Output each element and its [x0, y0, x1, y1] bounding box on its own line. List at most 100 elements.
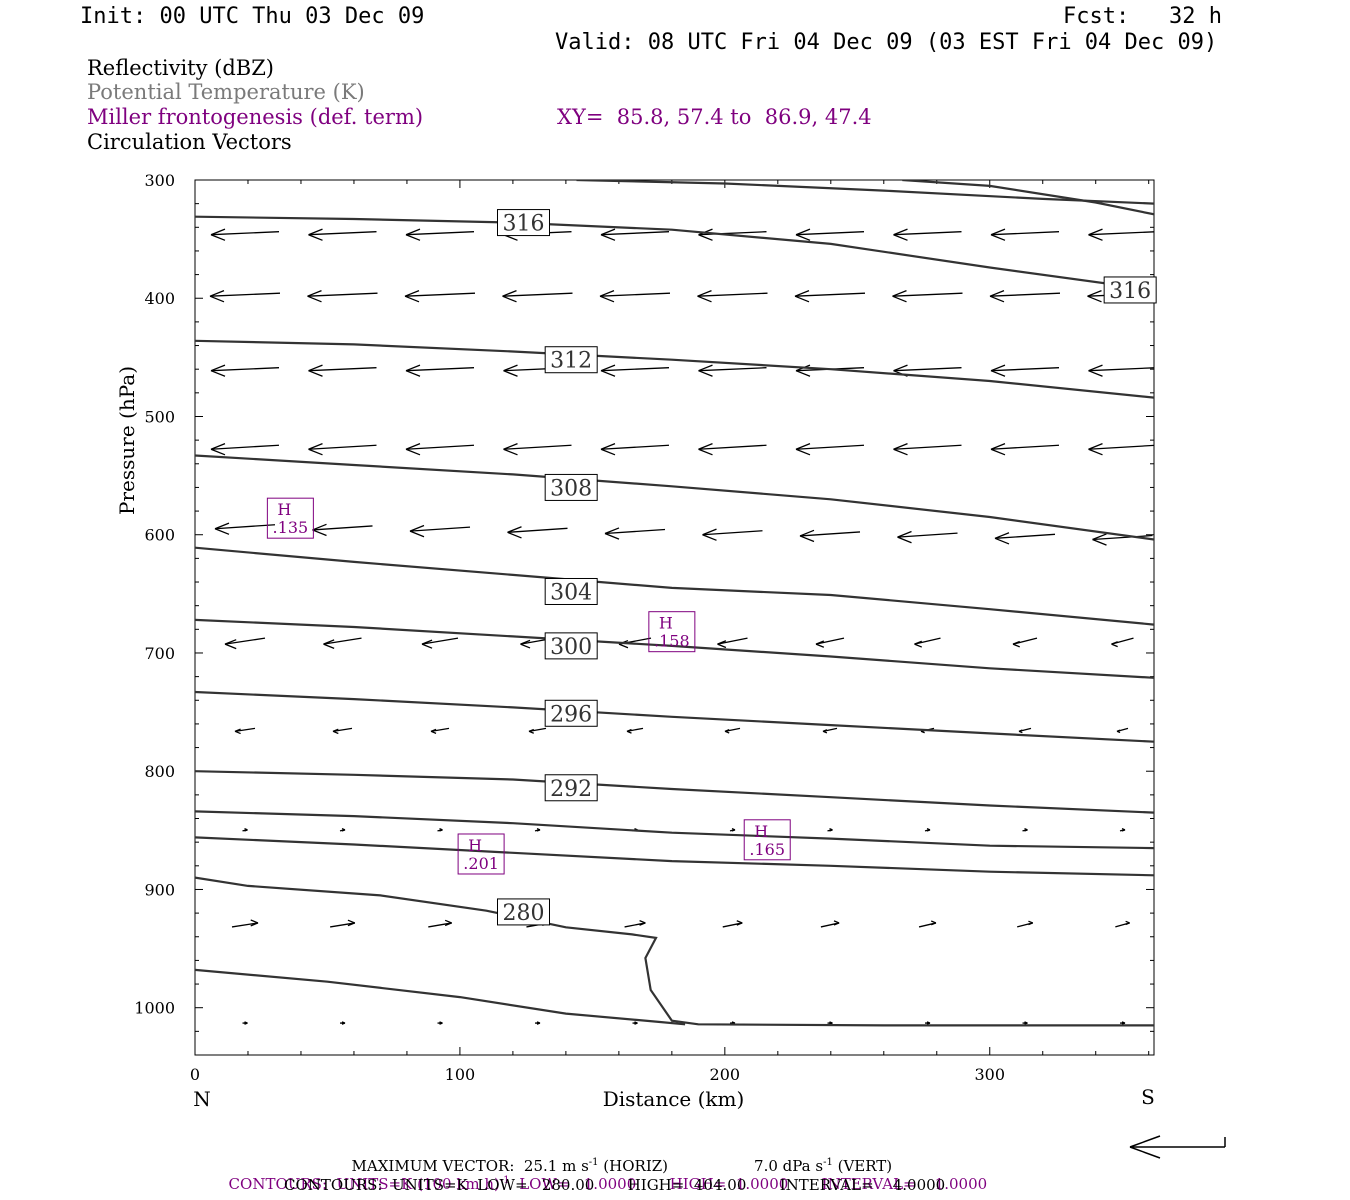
circulation-vector	[210, 364, 280, 377]
y-tick-label: 300	[144, 171, 175, 190]
isentrope-label: 316	[496, 209, 550, 237]
circulation-vector	[632, 1021, 638, 1025]
footer-contours-theta: CONTOURS: UNITS=K LOW= 280.00 HIGH= 404.…	[284, 1176, 946, 1194]
circulation-vector	[308, 443, 377, 456]
circulation-vector	[822, 727, 838, 734]
y-tick-label: 800	[144, 762, 175, 781]
circulation-vector	[1119, 828, 1126, 832]
svg-text:H: H	[468, 836, 482, 855]
frontogenesis-max: H.158	[648, 611, 696, 653]
circulation-vector	[924, 828, 931, 832]
circulation-vector	[994, 532, 1056, 545]
svg-text:296: 296	[550, 702, 592, 727]
circulation-vector	[897, 530, 958, 544]
circulation-vector	[528, 727, 547, 734]
circulation-vector	[437, 828, 443, 832]
circulation-vector	[989, 289, 1061, 303]
frontogenesis-max: H.165	[743, 819, 791, 861]
circulation-vector	[600, 443, 670, 456]
circulation-vector	[724, 727, 741, 734]
circulation-vector	[502, 289, 573, 303]
circulation-vector	[234, 727, 256, 735]
circulation-vector	[698, 443, 767, 456]
svg-text:H: H	[659, 614, 673, 633]
isentrope-line	[195, 810, 1154, 850]
circulation-vector	[1012, 637, 1038, 648]
circulation-vector	[795, 443, 865, 456]
circulation-vector	[330, 919, 356, 928]
forecast-hour: Fcst: 32 h	[1063, 4, 1222, 29]
circulation-vector	[312, 523, 373, 537]
circulation-vector	[604, 527, 666, 540]
circulation-vector	[214, 522, 276, 535]
circulation-vector	[827, 828, 833, 832]
circulation-vector	[340, 1021, 346, 1025]
circulation-vector	[1088, 228, 1154, 241]
svg-text:312: 312	[550, 349, 592, 374]
circulation-vector	[820, 920, 840, 928]
circulation-vector	[722, 920, 743, 928]
valid-time: Valid: 08 UTC Fri 04 Dec 09 (03 EST Fri …	[555, 30, 1218, 55]
circulation-vector	[323, 637, 362, 650]
svg-text:316: 316	[502, 212, 544, 237]
circulation-vector	[626, 727, 644, 734]
circulation-vector	[421, 637, 459, 649]
circulation-vector	[918, 920, 937, 928]
x-axis-title: Distance (km)	[603, 1087, 745, 1111]
circulation-vector	[698, 364, 767, 377]
circulation-vector	[242, 1021, 248, 1025]
south-label: S	[1141, 1085, 1155, 1109]
svg-text:280: 280	[502, 901, 544, 926]
circulation-vector	[795, 228, 865, 241]
circulation-vector	[503, 443, 572, 456]
circulation-vector	[697, 289, 768, 303]
circulation-vector	[430, 727, 450, 734]
isentrope-line	[195, 690, 1154, 743]
y-tick-label: 600	[144, 526, 175, 545]
circulation-vector	[717, 637, 748, 649]
circulation-vector	[339, 828, 346, 832]
isentrope-line	[195, 618, 1154, 679]
circulation-vector	[308, 364, 377, 377]
svg-text:308: 308	[550, 476, 592, 501]
x-tick-label: 0	[190, 1065, 200, 1084]
svg-text:.158: .158	[654, 632, 690, 651]
isentrope-line	[195, 836, 1154, 877]
reference-vector	[1129, 1135, 1226, 1159]
circulation-vector	[794, 289, 866, 303]
circulation-vector	[729, 828, 736, 832]
y-axis-title: Pressure (hPa)	[115, 366, 139, 515]
x-tick-label: 300	[974, 1065, 1005, 1084]
circulation-vector	[307, 289, 378, 303]
circulation-vector	[827, 1021, 833, 1025]
y-tick-label: 1000	[134, 999, 175, 1018]
circulation-vector	[815, 637, 845, 648]
isentrope-line	[576, 180, 1154, 205]
circulation-vector	[990, 443, 1060, 456]
circulation-vector	[990, 228, 1060, 241]
isentrope-line	[902, 180, 1154, 216]
circulation-vector	[405, 364, 475, 377]
circulation-vector	[409, 524, 471, 538]
circulation-vector	[1022, 1021, 1028, 1025]
isentrope-line	[195, 968, 686, 1026]
svg-text:H: H	[277, 500, 291, 519]
circulation-vector	[799, 529, 861, 543]
circulation-vector	[437, 1021, 443, 1025]
circulation-vector	[404, 289, 476, 303]
legend-xy: XY= 85.8, 57.4 to 86.9, 47.4	[557, 105, 872, 129]
isentrope-label: 292	[544, 774, 598, 802]
circulation-vector	[892, 289, 963, 303]
circulation-vector	[1017, 920, 1034, 928]
init-time: Init: 00 UTC Thu 03 Dec 09	[80, 4, 425, 29]
isentrope-line	[195, 215, 1154, 292]
circulation-vector	[914, 637, 941, 648]
isentrope-line	[195, 454, 1154, 541]
circulation-vector	[535, 1021, 541, 1025]
circulation-vector	[893, 228, 962, 241]
isentrope-label: 308	[544, 473, 598, 501]
circulation-vector	[600, 364, 670, 377]
footer-contours-frontogenesis: CONTOURS: UNITS=K (100 km h)-1 LOW= 1.00…	[228, 1175, 988, 1193]
x-tick-label: 100	[445, 1065, 476, 1084]
